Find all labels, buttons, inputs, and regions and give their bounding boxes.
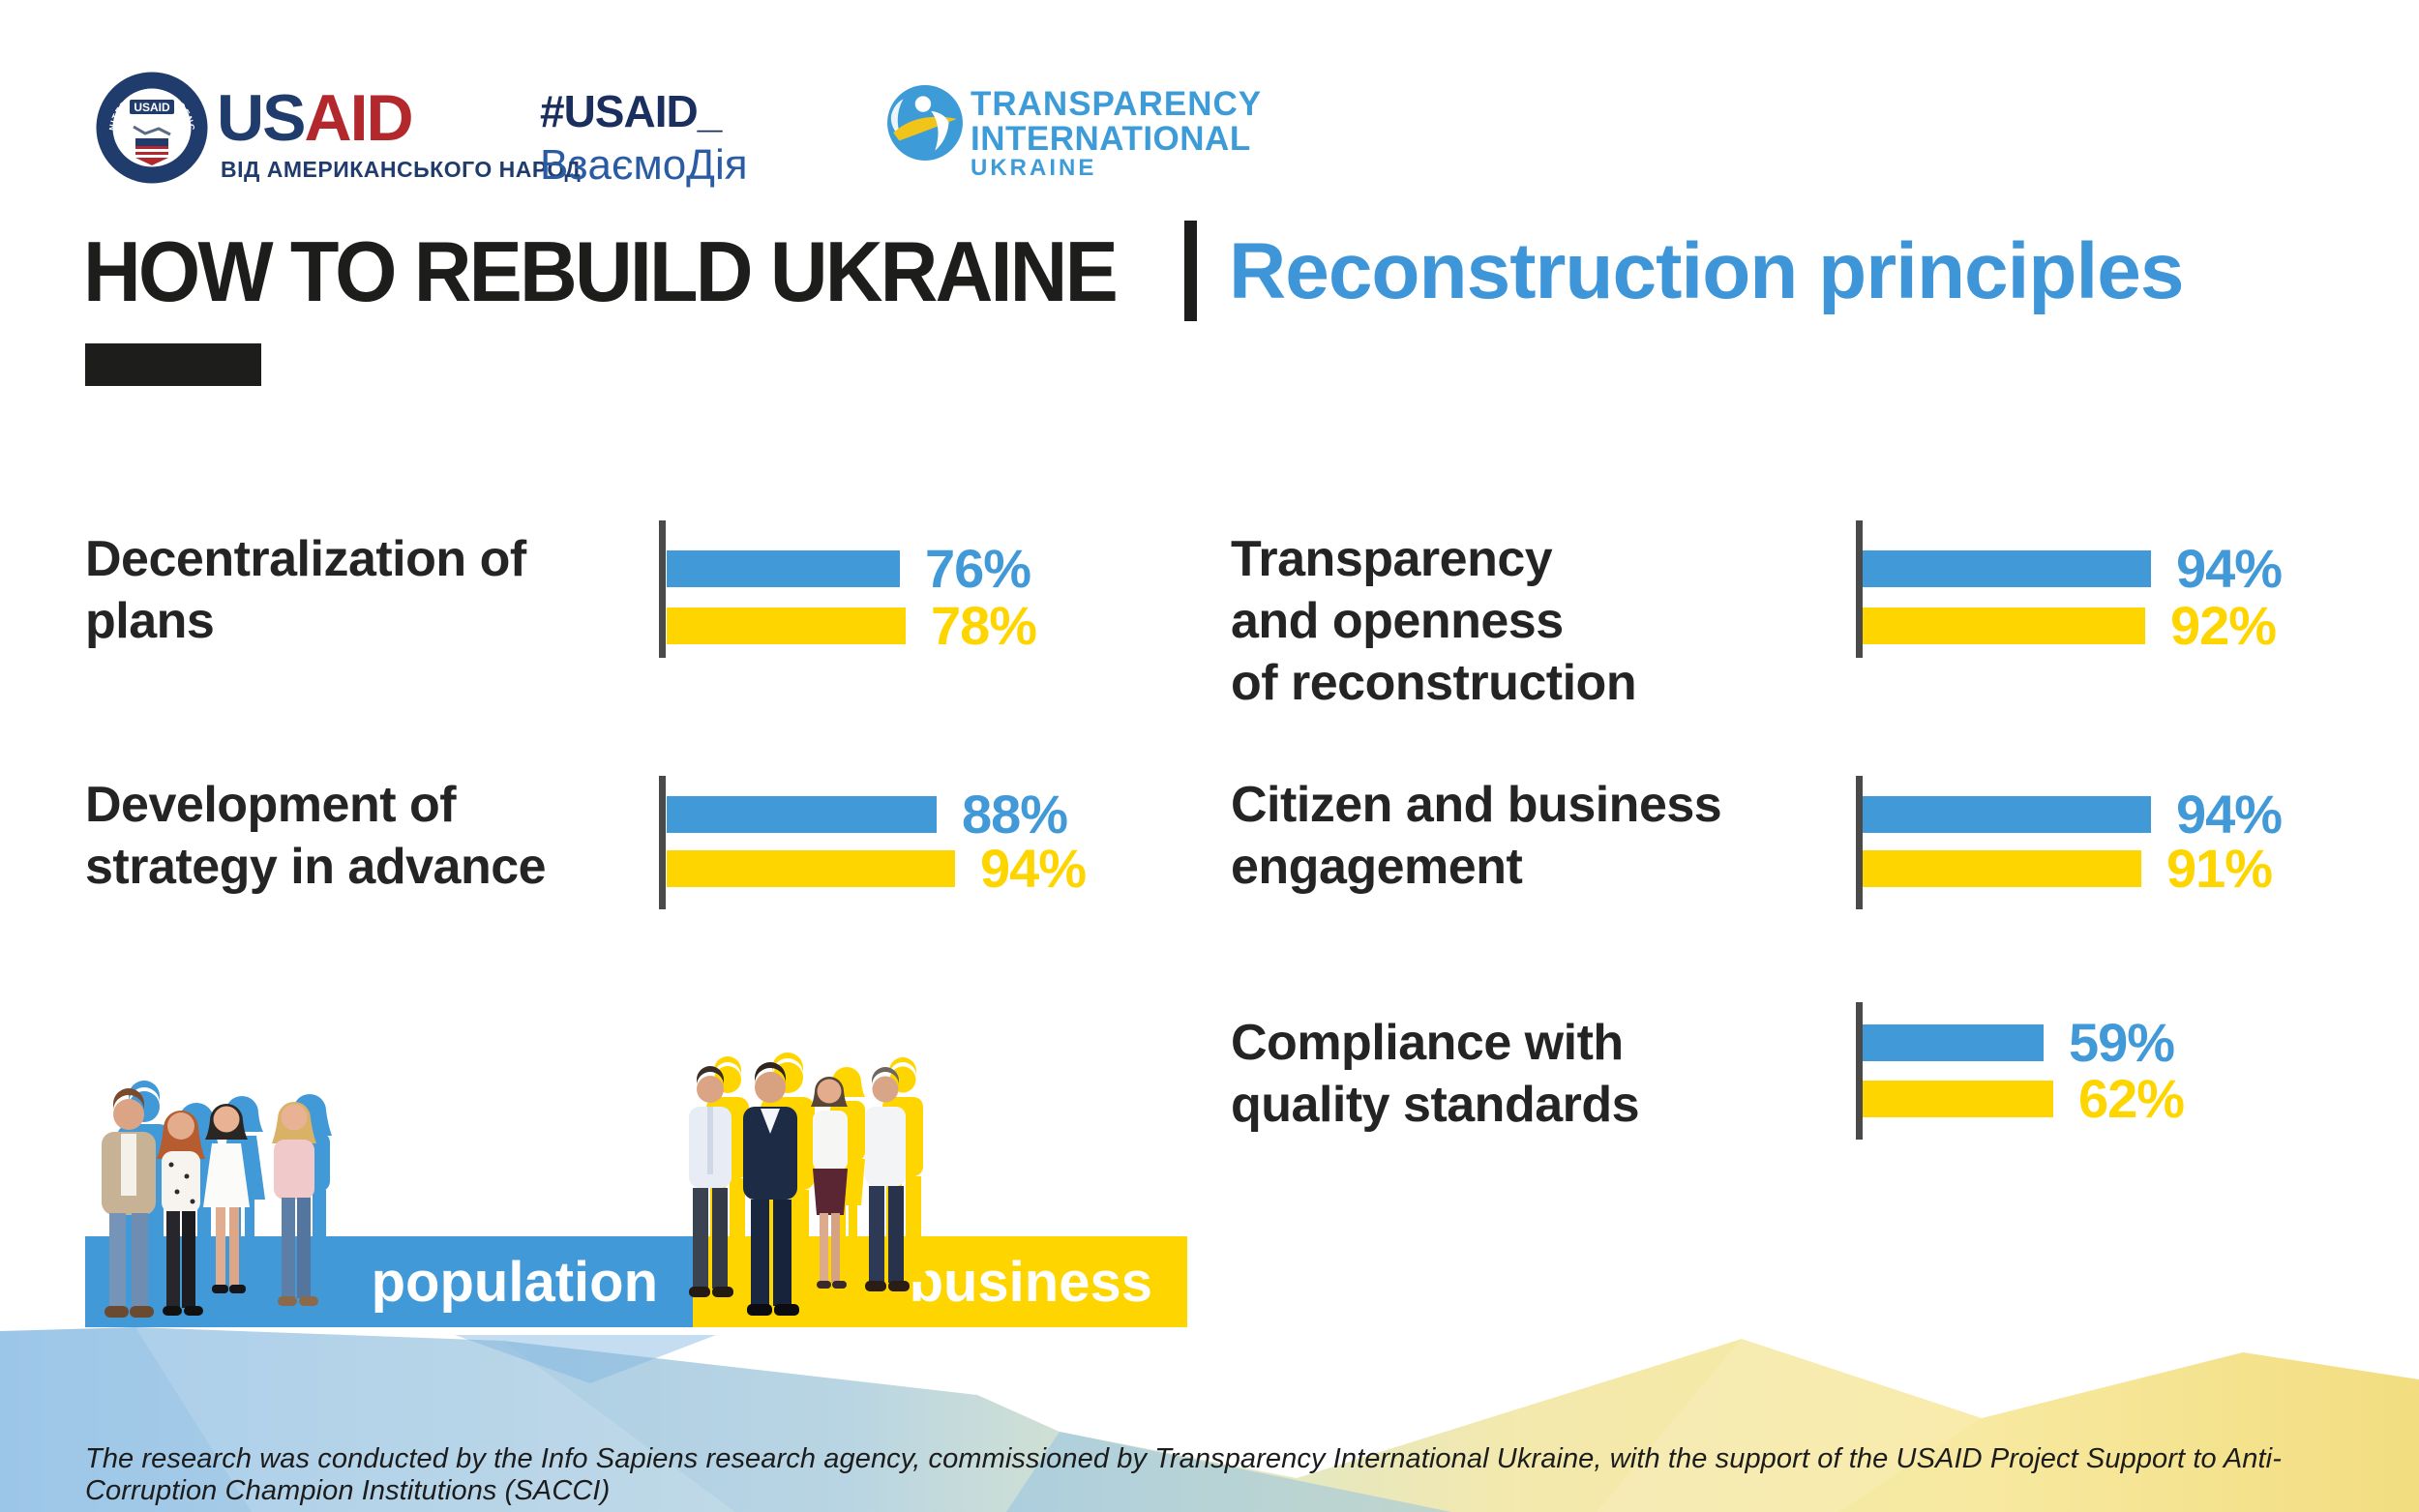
population-value: 88% [962,784,1068,845]
business-value: 91% [2166,838,2273,899]
category-label-line: strategy in advance [85,839,547,895]
population-bar [1863,550,2151,587]
population-people-illustration [102,1088,318,1318]
category-label-line: of reconstruction [1231,655,1637,711]
page-subtitle: Reconstruction principles [1229,227,2185,315]
category-label-line: engagement [1231,839,1523,895]
ti-logo-line3: UKRAINE [971,155,1097,181]
population-bar [667,550,900,587]
usaid-wordmark-us: US [217,81,306,155]
usaid-wordmark: USAID [217,85,414,151]
category-label: Compliance with quality standards [1231,1012,1850,1136]
blonde-woman-figure [272,1102,318,1306]
category-label: Development of strategy in advance [85,774,666,898]
business-woman-figure [811,1077,848,1289]
category-label-line: quality standards [1231,1077,1640,1133]
category-label-line: Compliance with [1231,1015,1624,1071]
category-label-line: Decentralization of [85,531,526,587]
population-value: 94% [2176,538,2283,599]
suit-man-figure [743,1062,799,1316]
business-bar [667,850,955,887]
category-label: Citizen and business engagement [1231,774,1850,898]
category-label-line: Development of [85,777,457,833]
population-value: 94% [2176,784,2283,845]
ti-logo-line1: TRANSPARENCY [971,85,1263,123]
population-bar [1863,796,2151,833]
seal-handshake [133,125,171,136]
title-separator [1184,221,1197,321]
business-bar [667,608,906,644]
usaid-seal-icon: UNITED STATES AGENCY INTERNATIONAL DEVEL… [95,71,208,184]
category-label-line: Transparency [1231,531,1553,587]
business-people-illustration [689,1062,910,1316]
legend-population-label: population [371,1250,658,1314]
ti-logo-line2: INTERNATIONAL [971,120,1251,158]
seal-shield [135,138,168,165]
usaid-hashtag-subline: ВзаємоДія [540,141,748,189]
category-label-line: Citizen and business [1231,777,1722,833]
bar-axis [1856,1002,1863,1140]
seal-usaid-word: USAID [134,101,170,114]
population-value: 59% [2069,1012,2175,1073]
mountain-facet-blue-peak [455,1335,716,1383]
legend-business-label: business [909,1250,1152,1314]
category-label: Transparency and openness of reconstruct… [1231,528,1850,714]
casual-man-figure [102,1088,156,1318]
page-title: HOW TO REBUILD UKRAINE [83,223,1119,319]
casual-woman-figure [157,1111,205,1316]
business-bar [1863,608,2145,644]
usaid-hashtag: #USAID_ [540,86,722,136]
title-underline [85,343,261,386]
usaid-tagline: ВІД АМЕРИКАНСЬКОГО НАРОД [221,157,582,182]
research-credit-note: The research was conducted by the Info S… [85,1443,2282,1506]
population-bar [1863,1024,2044,1061]
bar-axis [1856,520,1863,658]
dress-woman-figure [203,1104,250,1293]
category-label-line: plans [85,593,215,649]
shirt-man-figure [689,1066,733,1297]
category-label: Decentralization of plans [85,528,666,652]
mountain-facet-light [135,1327,735,1512]
business-value: 92% [2170,595,2277,656]
business-value: 94% [980,838,1087,899]
bar-axis [1856,776,1863,909]
population-value: 76% [925,538,1031,599]
transparency-international-globe-icon [887,85,963,161]
population-bar [667,796,937,833]
gray-hair-man-figure [865,1067,910,1291]
usaid-wordmark-aid: AID [304,81,413,155]
business-bar [1863,850,2141,887]
mountain-facet-yellow [1597,1339,1982,1512]
bar-axis [659,520,666,658]
mountain-facet-blue [1006,1432,1451,1512]
landscape-background [0,1327,2419,1512]
business-value: 62% [2078,1068,2185,1129]
bar-axis [659,776,666,909]
business-bar [1863,1081,2053,1117]
mountain-range [0,1327,2419,1512]
business-value: 78% [931,595,1037,656]
category-label-line: and openness [1231,593,1564,649]
